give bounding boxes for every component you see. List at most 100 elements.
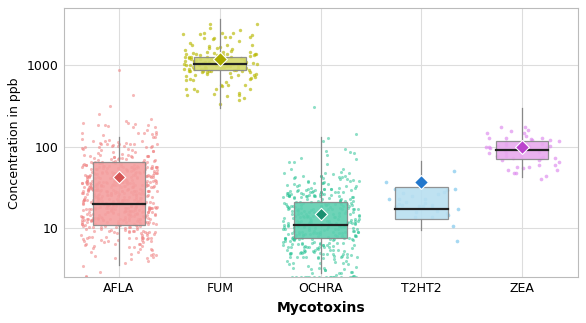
Point [79, 239, 88, 244]
Point [132, 226, 141, 232]
Point [297, 240, 306, 245]
Point [511, 170, 520, 175]
Point [325, 244, 334, 249]
Point [335, 199, 345, 204]
Point [85, 153, 94, 159]
Point [88, 160, 98, 165]
Point [137, 209, 146, 214]
Point [110, 180, 119, 185]
Point [188, 64, 197, 69]
Point [115, 217, 125, 222]
Point [307, 240, 316, 245]
Point [318, 221, 327, 226]
Point [350, 185, 360, 190]
Point [241, 65, 250, 70]
Point [324, 220, 333, 225]
Point [453, 207, 462, 212]
Point [226, 70, 235, 76]
Point [116, 171, 125, 176]
Point [87, 235, 96, 240]
Point [151, 178, 160, 183]
Point [295, 200, 305, 205]
Point [184, 68, 193, 73]
Point [197, 69, 207, 75]
Point [220, 65, 229, 70]
Point [322, 251, 332, 256]
Point [289, 182, 298, 187]
Point [348, 225, 357, 230]
Point [139, 170, 148, 175]
Point [143, 188, 152, 193]
Point [349, 237, 358, 242]
Point [219, 50, 228, 55]
Point [118, 198, 127, 203]
Point [338, 241, 347, 246]
Point [94, 195, 103, 201]
Point [297, 275, 306, 280]
Point [148, 195, 157, 200]
Point [94, 164, 103, 170]
Point [118, 156, 127, 161]
Point [317, 197, 326, 202]
Point [350, 233, 360, 238]
Point [149, 169, 158, 174]
FancyBboxPatch shape [294, 202, 347, 238]
Point [145, 180, 155, 185]
Point [103, 124, 113, 129]
Point [144, 205, 154, 211]
Point [315, 193, 324, 198]
Point [320, 170, 329, 175]
Point [124, 215, 133, 220]
Point [77, 221, 87, 226]
Point [90, 170, 99, 175]
Point [335, 271, 344, 276]
Point [337, 196, 346, 201]
Point [289, 196, 298, 201]
Point [550, 162, 560, 167]
Point [341, 146, 350, 151]
Point [297, 203, 306, 208]
Point [308, 190, 317, 195]
Point [338, 253, 347, 258]
Point [314, 254, 323, 259]
Point [103, 171, 112, 176]
Point [209, 51, 218, 56]
Point [316, 203, 325, 209]
Point [410, 214, 419, 220]
Point [205, 46, 214, 51]
Point [128, 183, 137, 188]
Point [94, 180, 103, 185]
Point [86, 166, 96, 172]
Point [316, 173, 326, 178]
Point [124, 228, 134, 234]
FancyBboxPatch shape [193, 57, 246, 70]
Point [283, 224, 292, 229]
Point [81, 242, 90, 247]
Point [115, 223, 124, 228]
Point [102, 200, 111, 205]
Point [144, 209, 153, 214]
Point [343, 219, 352, 224]
Point [506, 129, 516, 134]
Point [110, 154, 119, 159]
Point [331, 214, 340, 220]
Point [335, 197, 345, 202]
Point [145, 216, 154, 222]
Point [315, 241, 325, 246]
Point [351, 221, 360, 226]
Point [117, 164, 126, 169]
Point [90, 183, 100, 189]
Point [122, 178, 132, 183]
Point [82, 174, 91, 179]
Point [316, 173, 326, 178]
Point [189, 59, 199, 64]
Point [128, 124, 138, 130]
Point [103, 166, 112, 171]
Point [206, 56, 215, 61]
Point [113, 189, 122, 194]
Point [197, 66, 206, 71]
Point [110, 230, 119, 235]
Point [201, 66, 210, 71]
Point [282, 203, 292, 208]
Point [87, 181, 96, 186]
